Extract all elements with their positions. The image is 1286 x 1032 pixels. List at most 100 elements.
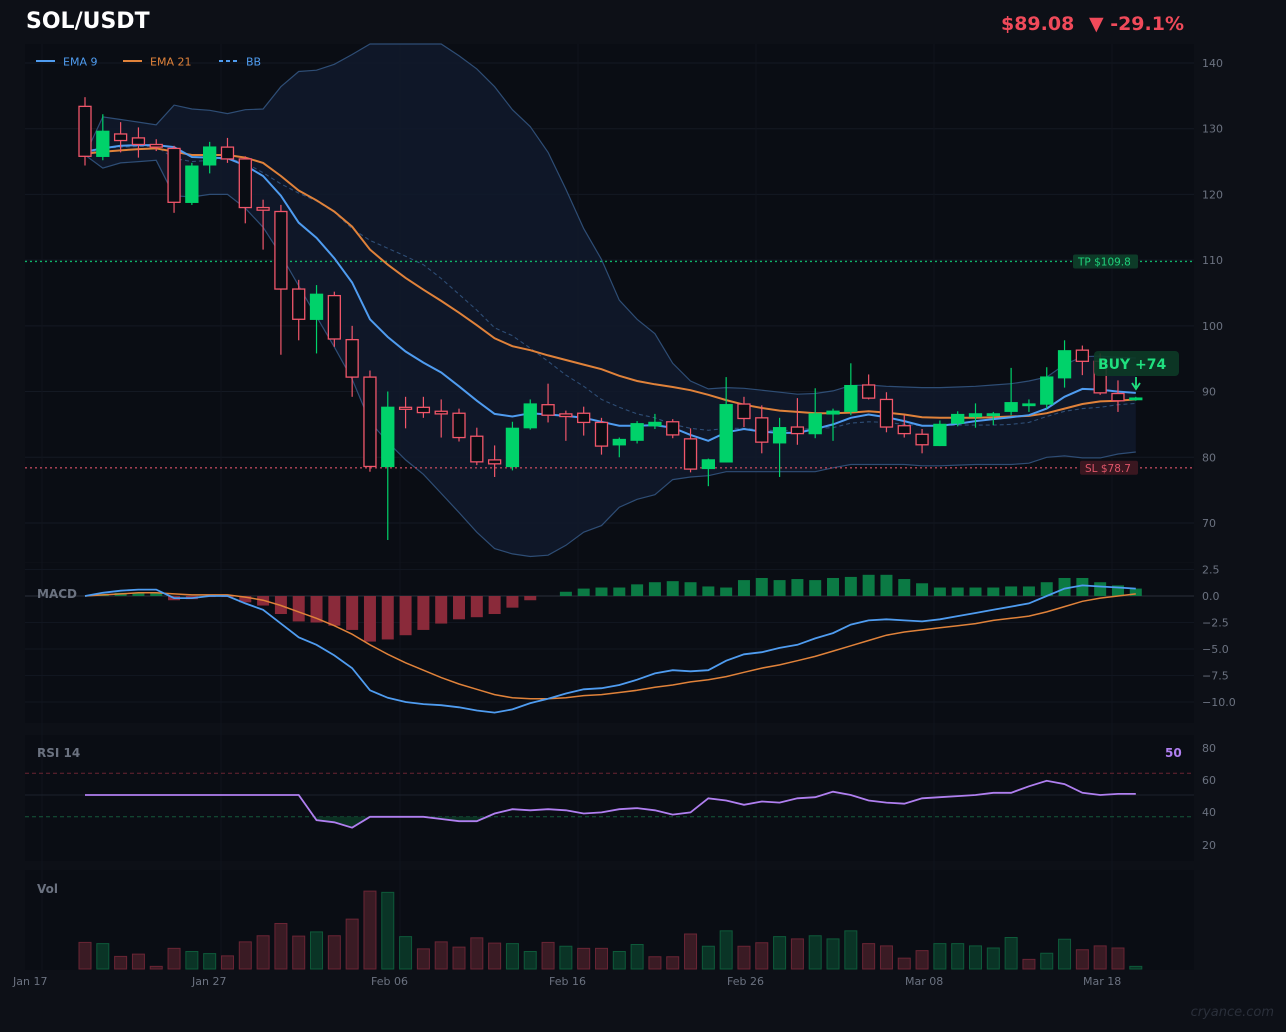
candle-body: [790, 426, 805, 435]
candle[interactable]: [986, 411, 1000, 426]
candle[interactable]: [594, 417, 609, 455]
candle[interactable]: [790, 398, 805, 445]
candle[interactable]: [487, 445, 502, 477]
candle[interactable]: [185, 162, 199, 205]
candle[interactable]: [1111, 380, 1125, 412]
volume-bar: [969, 945, 982, 970]
candle-body: [327, 294, 341, 340]
candle[interactable]: [452, 408, 466, 442]
macd-axis-label: −2.5: [1202, 617, 1229, 630]
candle[interactable]: [131, 127, 146, 158]
tp-label: TP $109.8: [1077, 256, 1131, 268]
volume-bar: [131, 953, 145, 970]
candle[interactable]: [1004, 367, 1018, 416]
candle[interactable]: [666, 419, 680, 439]
volume-bar: [505, 943, 519, 970]
candle[interactable]: [861, 374, 876, 400]
bb-lower-line: [84, 154, 1136, 558]
candle[interactable]: [381, 391, 395, 541]
candle[interactable]: [737, 396, 751, 428]
candle-body: [167, 147, 181, 203]
candle[interactable]: [96, 114, 110, 161]
candle[interactable]: [683, 428, 698, 473]
candle[interactable]: [149, 139, 163, 152]
candle[interactable]: [933, 420, 947, 447]
candle[interactable]: [897, 415, 911, 438]
candle[interactable]: [915, 429, 929, 454]
candle-body: [452, 412, 466, 439]
price-axis-label: 70: [1202, 517, 1216, 530]
candle[interactable]: [844, 363, 858, 416]
volume-bar: [452, 946, 466, 970]
candle[interactable]: [612, 437, 626, 458]
volume-bar: [256, 935, 270, 970]
change-percent: -29.1%: [1110, 13, 1184, 35]
candle[interactable]: [309, 285, 324, 354]
candle[interactable]: [968, 403, 983, 428]
candle[interactable]: [701, 458, 715, 487]
candle[interactable]: [772, 417, 787, 477]
candle[interactable]: [559, 410, 573, 441]
volume-bar: [399, 936, 413, 970]
macd-histogram-bar: [1040, 582, 1053, 596]
candle[interactable]: [345, 325, 359, 397]
volume-bar: [203, 953, 217, 970]
candle[interactable]: [238, 156, 252, 224]
candle[interactable]: [416, 396, 431, 418]
candle[interactable]: [1075, 345, 1090, 376]
candle[interactable]: [292, 279, 306, 341]
candle-body: [951, 413, 965, 424]
candle[interactable]: [398, 396, 413, 429]
candle[interactable]: [879, 392, 894, 433]
candle[interactable]: [541, 383, 555, 423]
macd-histogram-bar: [310, 596, 323, 623]
macd-histogram-bar: [435, 596, 448, 624]
rsi-value: 50: [1165, 746, 1182, 760]
candle[interactable]: [826, 408, 840, 441]
buy-arrow-icon: [1131, 377, 1141, 391]
volume-bar: [1022, 958, 1036, 970]
candle[interactable]: [951, 411, 965, 427]
volume-bar: [327, 935, 341, 970]
candle[interactable]: [505, 421, 520, 471]
candle[interactable]: [755, 405, 769, 454]
candle[interactable]: [256, 199, 270, 250]
candle[interactable]: [630, 421, 644, 444]
volume-bar: [1004, 937, 1018, 970]
candle[interactable]: [220, 137, 235, 163]
candle[interactable]: [808, 388, 822, 439]
candle-body: [1111, 392, 1125, 402]
candle[interactable]: [203, 141, 217, 174]
volume-bar: [915, 950, 929, 970]
candle[interactable]: [523, 399, 537, 430]
buy-signal-badge[interactable]: [1094, 351, 1179, 376]
candle-body: [470, 435, 484, 463]
candle[interactable]: [648, 413, 662, 430]
candle[interactable]: [1057, 340, 1072, 388]
macd-histogram-bar: [1005, 586, 1018, 596]
candle[interactable]: [1129, 396, 1143, 401]
candle-body: [826, 410, 840, 415]
candle[interactable]: [1022, 399, 1036, 412]
legend-label: EMA 21: [150, 56, 191, 69]
rsi-axis-label: 80: [1202, 742, 1216, 755]
candle[interactable]: [363, 370, 377, 472]
price-axis-label: 90: [1202, 386, 1216, 399]
candle[interactable]: [577, 406, 591, 436]
candle[interactable]: [470, 427, 484, 466]
macd-histogram-bar: [132, 592, 145, 596]
candle[interactable]: [274, 204, 288, 355]
price-axis-label: 130: [1202, 123, 1223, 136]
candle[interactable]: [78, 97, 92, 166]
macd-histogram-bar: [844, 576, 857, 596]
candle[interactable]: [327, 291, 341, 347]
volume-label: Vol: [37, 882, 58, 896]
candle[interactable]: [434, 399, 448, 438]
candle-body: [434, 410, 448, 415]
candle[interactable]: [1040, 367, 1054, 409]
candle[interactable]: [113, 122, 128, 153]
candle[interactable]: [167, 145, 181, 213]
candle[interactable]: [719, 377, 733, 463]
candle-body: [772, 427, 787, 444]
